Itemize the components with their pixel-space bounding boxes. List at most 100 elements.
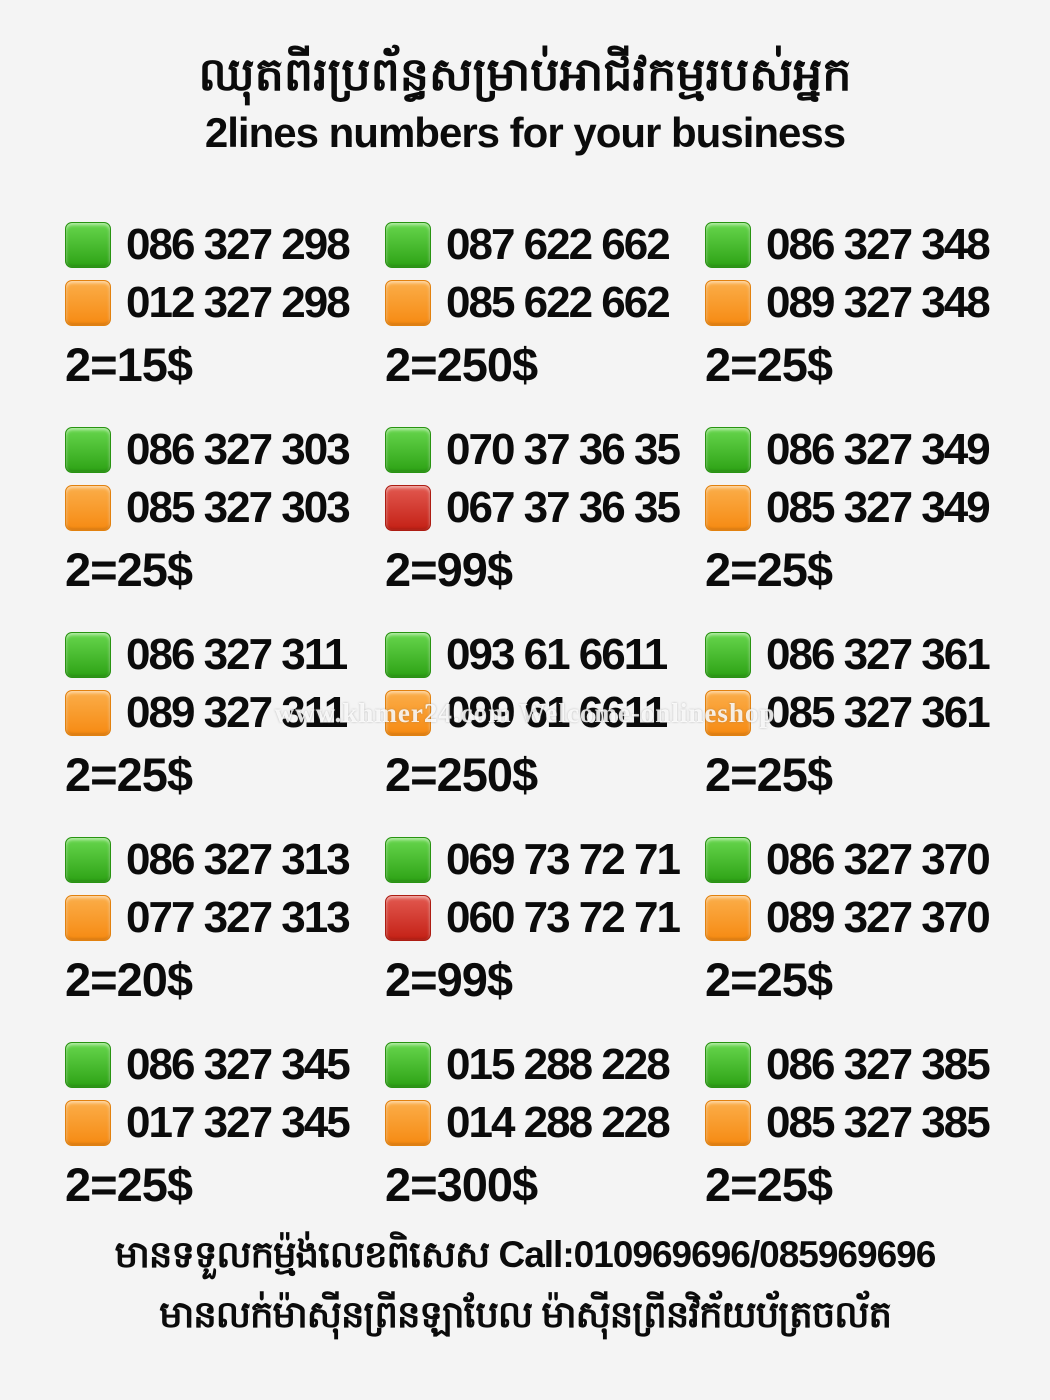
phone-number: 085 327 303 <box>126 482 351 532</box>
sim-color-swatch <box>705 1041 751 1088</box>
sim-color-swatch <box>65 836 111 883</box>
phone-number: 086 327 348 <box>766 219 991 269</box>
price-label: 2=250$ <box>385 748 538 801</box>
phone-number: 086 327 370 <box>766 834 991 884</box>
number-line: 060 73 72 71 <box>385 889 705 946</box>
phone-number: 015 288 228 <box>446 1039 671 1089</box>
number-line: 086 327 298 <box>65 216 385 273</box>
footer-khmer-line2: មានលក់ម៉ាស៊ីនព្រីនឡាបែល ម៉ាស៊ីនព្រីនវិក័… <box>159 1293 892 1335</box>
sim-color-swatch <box>385 426 431 473</box>
price-label: 2=25$ <box>705 953 833 1006</box>
sim-color-swatch <box>385 689 431 736</box>
phone-number: 060 73 72 71 <box>446 892 681 942</box>
phone-number: 014 288 228 <box>446 1097 671 1147</box>
price-label: 2=250$ <box>385 338 538 391</box>
price-label: 2=25$ <box>705 338 833 391</box>
number-pack: 070 37 36 35 067 37 36 35 2=99$ <box>385 421 705 626</box>
sim-color-swatch <box>385 836 431 883</box>
page-title-khmer: ឈុតពីរប្រព័ន្ធសម្រាប់អាជីវកម្មរបស់អ្នក <box>198 48 852 100</box>
number-line: 086 327 303 <box>65 421 385 478</box>
sim-color-swatch <box>705 1099 751 1146</box>
sim-color-swatch <box>65 1099 111 1146</box>
phone-number: 093 61 6611 <box>446 629 668 679</box>
number-line: 086 327 311 <box>65 626 385 683</box>
footer: មានទទួលកម្ម៉ង់លេខពិសេស Call:010969696/08… <box>0 1228 1050 1341</box>
sim-color-swatch <box>65 631 111 678</box>
number-line: 087 622 662 <box>385 216 705 273</box>
number-pack: 093 61 6611 099 61 6611 2=250$ <box>385 626 705 831</box>
number-line: 086 327 385 <box>705 1036 1025 1093</box>
sim-color-swatch <box>65 426 111 473</box>
sim-color-swatch <box>705 484 751 531</box>
sim-color-swatch <box>705 631 751 678</box>
phone-number: 099 61 6611 <box>446 687 668 737</box>
sim-color-swatch <box>705 836 751 883</box>
price-label: 2=25$ <box>65 748 193 801</box>
number-line: 069 73 72 71 <box>385 831 705 888</box>
sim-color-swatch <box>385 894 431 941</box>
number-pack: 087 622 662 085 622 662 2=250$ <box>385 216 705 421</box>
price-label: 2=20$ <box>65 953 193 1006</box>
sim-color-swatch <box>385 1041 431 1088</box>
number-line: 085 622 662 <box>385 274 705 331</box>
number-line: 086 327 349 <box>705 421 1025 478</box>
phone-number: 085 622 662 <box>446 277 671 327</box>
number-pack: 086 327 349 085 327 349 2=25$ <box>705 421 1025 626</box>
phone-number: 089 327 370 <box>766 892 991 942</box>
sim-color-swatch <box>385 631 431 678</box>
number-line: 017 327 345 <box>65 1094 385 1151</box>
phone-number: 085 327 361 <box>766 687 991 737</box>
price-label: 2=25$ <box>705 543 833 596</box>
number-line: 012 327 298 <box>65 274 385 331</box>
number-line: 089 327 370 <box>705 889 1025 946</box>
price-label: 2=99$ <box>385 543 513 596</box>
number-line: 085 327 361 <box>705 684 1025 741</box>
number-pack: 069 73 72 71 060 73 72 71 2=99$ <box>385 831 705 1036</box>
number-line: 086 327 370 <box>705 831 1025 888</box>
sim-color-swatch <box>385 1099 431 1146</box>
sim-color-swatch <box>705 279 751 326</box>
number-pack: 086 327 313 077 327 313 2=20$ <box>65 831 385 1036</box>
number-line: 089 327 348 <box>705 274 1025 331</box>
number-grid: 086 327 298 012 327 298 2=15$ 087 622 66… <box>65 216 1025 1241</box>
phone-number: 085 327 349 <box>766 482 991 532</box>
sim-color-swatch <box>705 221 751 268</box>
number-pack: 086 327 311 089 327 311 2=25$ <box>65 626 385 831</box>
phone-number: 086 327 361 <box>766 629 991 679</box>
phone-number: 067 37 36 35 <box>446 482 681 532</box>
phone-number: 086 327 349 <box>766 424 991 474</box>
phone-number: 086 327 345 <box>126 1039 351 1089</box>
phone-number: 087 622 662 <box>446 219 671 269</box>
number-pack: 086 327 303 085 327 303 2=25$ <box>65 421 385 626</box>
number-pack: 086 327 361 085 327 361 2=25$ <box>705 626 1025 831</box>
number-line: 089 327 311 <box>65 684 385 741</box>
phone-number: 089 327 311 <box>126 687 348 737</box>
sim-color-swatch <box>65 221 111 268</box>
sim-color-swatch <box>65 279 111 326</box>
number-pack: 086 327 345 017 327 345 2=25$ <box>65 1036 385 1241</box>
sim-color-swatch <box>385 279 431 326</box>
phone-number: 017 327 345 <box>126 1097 351 1147</box>
price-label: 2=15$ <box>65 338 193 391</box>
phone-number: 069 73 72 71 <box>446 834 681 884</box>
phone-number: 086 327 385 <box>766 1039 991 1089</box>
number-pack: 086 327 385 085 327 385 2=25$ <box>705 1036 1025 1241</box>
number-line: 093 61 6611 <box>385 626 705 683</box>
footer-contact-line: មានទទួលកម្ម៉ង់លេខពិសេស Call:010969696/08… <box>0 1228 1050 1282</box>
sim-color-swatch <box>705 894 751 941</box>
number-line: 077 327 313 <box>65 889 385 946</box>
number-line: 086 327 313 <box>65 831 385 888</box>
sim-color-swatch <box>385 484 431 531</box>
number-line: 086 327 348 <box>705 216 1025 273</box>
number-pack: 086 327 298 012 327 298 2=15$ <box>65 216 385 421</box>
number-pack: 086 327 370 089 327 370 2=25$ <box>705 831 1025 1036</box>
price-label: 2=25$ <box>705 748 833 801</box>
number-line: 070 37 36 35 <box>385 421 705 478</box>
price-label: 2=25$ <box>65 1158 193 1211</box>
phone-number: 012 327 298 <box>126 277 351 327</box>
sim-color-swatch <box>65 894 111 941</box>
number-line: 085 327 349 <box>705 479 1025 536</box>
price-label: 2=25$ <box>65 543 193 596</box>
number-line: 015 288 228 <box>385 1036 705 1093</box>
